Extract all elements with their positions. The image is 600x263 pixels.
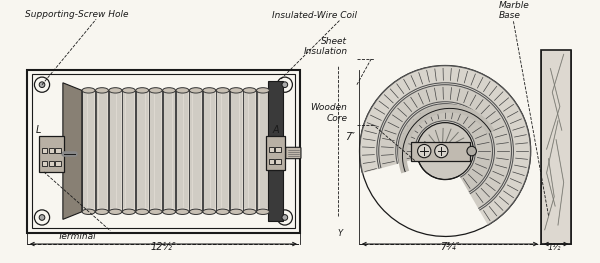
Ellipse shape: [122, 88, 135, 93]
Ellipse shape: [216, 88, 229, 93]
Bar: [42, 161, 47, 166]
Bar: [149, 90, 162, 212]
Text: Sheet
Insulation: Sheet Insulation: [303, 37, 347, 56]
Ellipse shape: [230, 88, 242, 93]
Ellipse shape: [136, 209, 149, 214]
Bar: [82, 90, 95, 212]
Bar: [275, 147, 281, 152]
Text: 1½″: 1½″: [548, 243, 565, 252]
Ellipse shape: [190, 88, 202, 93]
Text: A: A: [272, 125, 278, 135]
Ellipse shape: [109, 88, 122, 93]
Ellipse shape: [82, 209, 95, 214]
Bar: [49, 161, 54, 166]
Polygon shape: [63, 83, 82, 219]
Circle shape: [434, 144, 448, 158]
Ellipse shape: [243, 88, 256, 93]
Bar: [42, 148, 47, 153]
Wedge shape: [360, 66, 530, 236]
Bar: [27, 69, 300, 233]
Wedge shape: [379, 85, 512, 218]
Ellipse shape: [136, 88, 149, 93]
Text: Y: Y: [337, 229, 343, 239]
Text: Insulated-Wire Coil: Insulated-Wire Coil: [272, 11, 356, 20]
Bar: [269, 159, 274, 164]
Wedge shape: [361, 151, 489, 238]
Bar: [136, 90, 149, 212]
Ellipse shape: [163, 209, 175, 214]
Circle shape: [34, 77, 50, 92]
Circle shape: [467, 146, 476, 156]
Circle shape: [282, 215, 287, 220]
Circle shape: [360, 66, 530, 236]
Bar: [163, 90, 175, 212]
Bar: [257, 90, 269, 212]
Text: Terminal: Terminal: [58, 232, 97, 241]
Bar: [55, 161, 61, 166]
Bar: [49, 148, 54, 153]
Bar: [269, 147, 274, 152]
Ellipse shape: [122, 209, 135, 214]
Ellipse shape: [109, 209, 122, 214]
Text: 7″: 7″: [346, 132, 355, 142]
Circle shape: [418, 144, 431, 158]
Ellipse shape: [203, 209, 216, 214]
Text: Supporting-Screw Hole: Supporting-Screw Hole: [25, 10, 128, 19]
Bar: [55, 148, 61, 153]
Ellipse shape: [95, 88, 109, 93]
Bar: [203, 90, 216, 212]
Ellipse shape: [216, 209, 229, 214]
Wedge shape: [398, 104, 493, 199]
Ellipse shape: [257, 209, 269, 214]
Bar: [32, 74, 295, 228]
Bar: [122, 90, 135, 212]
Text: L: L: [35, 125, 41, 135]
Bar: [176, 90, 189, 212]
Ellipse shape: [257, 88, 269, 93]
Text: Wooden
Core: Wooden Core: [311, 103, 347, 123]
Bar: [39, 136, 64, 172]
Ellipse shape: [176, 209, 189, 214]
Circle shape: [34, 210, 50, 225]
Circle shape: [277, 77, 292, 92]
Bar: [243, 90, 256, 212]
Circle shape: [416, 123, 473, 180]
Ellipse shape: [163, 88, 175, 93]
Ellipse shape: [149, 88, 162, 93]
Bar: [190, 90, 202, 212]
Bar: [411, 141, 470, 161]
FancyBboxPatch shape: [286, 147, 301, 159]
Ellipse shape: [230, 209, 242, 214]
Bar: [216, 90, 229, 212]
Ellipse shape: [149, 209, 162, 214]
Ellipse shape: [82, 88, 95, 93]
Bar: [268, 81, 283, 221]
Bar: [95, 90, 109, 212]
Ellipse shape: [243, 209, 256, 214]
Circle shape: [282, 82, 287, 88]
Ellipse shape: [203, 88, 216, 93]
Bar: [266, 136, 285, 170]
Bar: [275, 159, 281, 164]
Ellipse shape: [190, 209, 202, 214]
Bar: [230, 90, 242, 212]
Circle shape: [39, 215, 45, 220]
Circle shape: [39, 82, 45, 88]
Bar: [109, 90, 122, 212]
Circle shape: [277, 210, 292, 225]
Ellipse shape: [176, 88, 189, 93]
Bar: [82, 90, 269, 212]
Bar: [541, 50, 571, 244]
Ellipse shape: [95, 209, 109, 214]
Text: 7¾″: 7¾″: [440, 242, 460, 252]
Text: Marble
Base: Marble Base: [499, 1, 530, 20]
Text: 12½″: 12½″: [151, 242, 176, 252]
